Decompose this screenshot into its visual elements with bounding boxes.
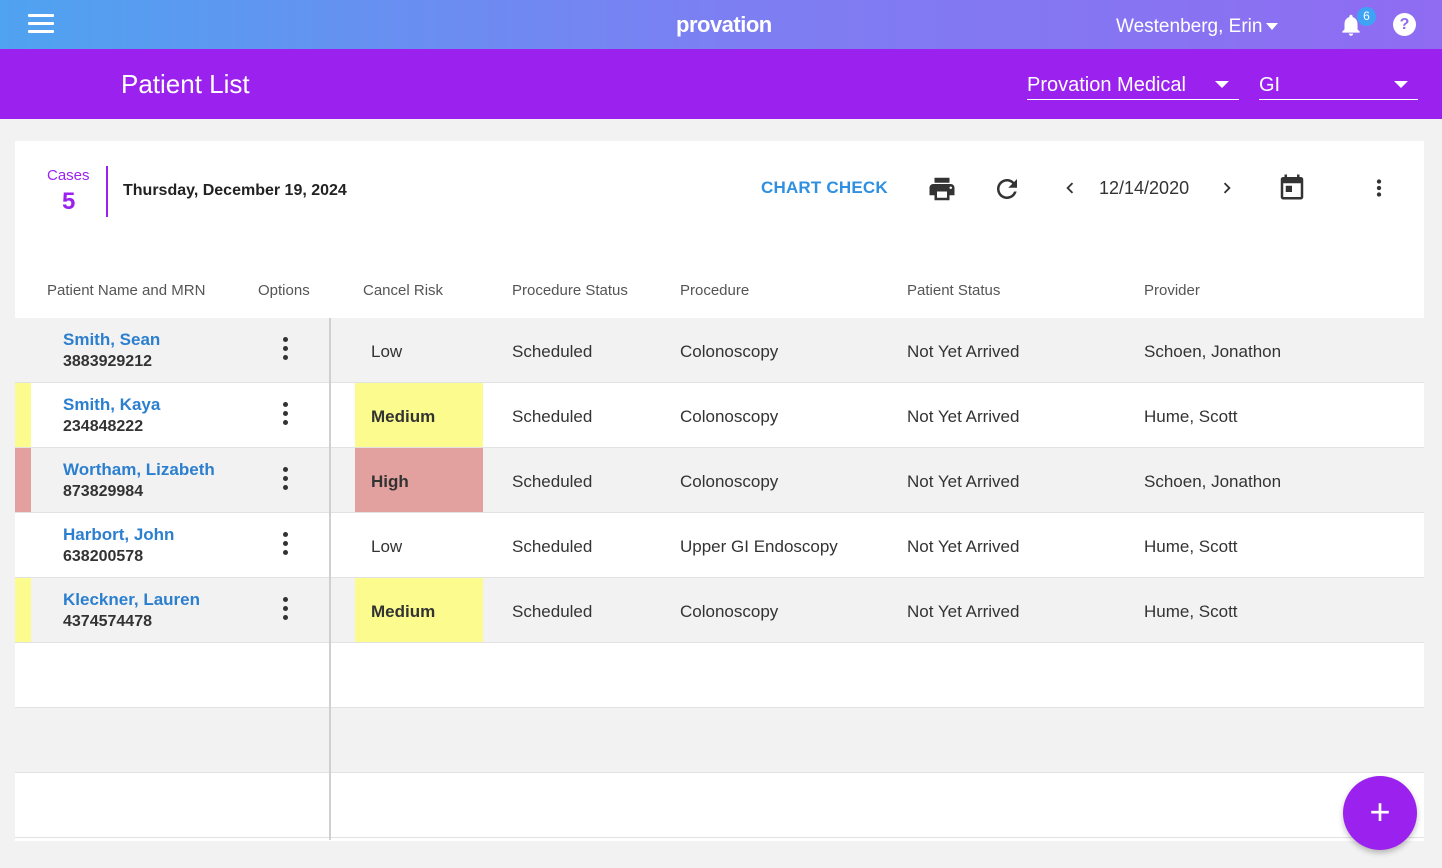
more-vertical-icon[interactable] — [1366, 174, 1392, 202]
selected-date: 12/14/2020 — [1099, 178, 1190, 198]
calendar-icon[interactable] — [1277, 172, 1307, 202]
cancel-risk-value: Low — [371, 342, 403, 361]
table-row[interactable]: Kleckner, Lauren 4374574478 Medium Sched… — [15, 578, 1424, 643]
empty-row — [15, 643, 1424, 708]
page-header: Patient List Provation Medical GI — [0, 49, 1442, 119]
cancel-risk-value: High — [371, 472, 409, 491]
header-procedure-status[interactable]: Procedure Status — [512, 282, 628, 299]
procedure-status: Scheduled — [512, 472, 593, 491]
row-options-icon[interactable] — [277, 597, 293, 623]
department-select-value: GI — [1259, 74, 1281, 96]
procedure: Colonoscopy — [680, 602, 779, 621]
procedure: Upper GI Endoscopy — [680, 537, 838, 556]
table-row[interactable]: Wortham, Lizabeth 873829984 High Schedul… — [15, 448, 1424, 513]
patient-status: Not Yet Arrived — [907, 472, 1020, 491]
procedure: Colonoscopy — [680, 472, 779, 491]
table-row[interactable]: Smith, Sean 3883929212 Low Scheduled Col… — [15, 318, 1424, 383]
procedure-status: Scheduled — [512, 407, 593, 426]
row-options-icon[interactable] — [277, 402, 293, 428]
cases-label: Cases — [47, 167, 90, 184]
add-case-button[interactable]: + — [1343, 776, 1417, 850]
patient-status: Not Yet Arrived — [907, 602, 1020, 621]
patient-mrn: 3883929212 — [63, 353, 152, 370]
header-patient-status[interactable]: Patient Status — [907, 282, 1001, 299]
patient-list-card: Cases 5 Thursday, December 19, 2024 CHAR… — [15, 141, 1424, 841]
divider — [106, 166, 108, 217]
cancel-risk-value: Low — [371, 537, 403, 556]
page-title: Patient List — [121, 69, 250, 99]
procedure-status: Scheduled — [512, 342, 593, 361]
provider: Schoen, Jonathon — [1144, 342, 1282, 361]
menu-icon[interactable] — [28, 14, 54, 34]
chart-check-button[interactable]: CHART CHECK — [761, 178, 888, 197]
provider: Hume, Scott — [1144, 602, 1238, 621]
provider: Schoen, Jonathon — [1144, 472, 1282, 491]
refresh-icon[interactable] — [992, 174, 1022, 204]
user-menu[interactable]: Westenberg, Erin — [1116, 16, 1279, 38]
help-icon[interactable]: ? — [1393, 13, 1416, 36]
procedure-status: Scheduled — [512, 602, 593, 621]
cancel-risk-cell: Low — [355, 318, 483, 382]
empty-row — [15, 708, 1424, 773]
header-options: Options — [258, 282, 310, 299]
table-row[interactable]: Harbort, John 638200578 Low Scheduled Up… — [15, 513, 1424, 578]
procedure-status: Scheduled — [512, 537, 593, 556]
caret-down-icon — [1266, 23, 1279, 31]
row-options-icon[interactable] — [277, 467, 293, 493]
header-patient-name[interactable]: Patient Name and MRN — [47, 282, 206, 299]
header-provider[interactable]: Provider — [1144, 282, 1200, 299]
cancel-risk-cell: High — [355, 448, 483, 512]
provider: Hume, Scott — [1144, 537, 1238, 556]
patient-status: Not Yet Arrived — [907, 342, 1020, 361]
empty-row — [15, 773, 1424, 838]
risk-flag — [15, 578, 31, 642]
row-options-icon[interactable] — [277, 337, 293, 363]
header-cancel-risk[interactable]: Cancel Risk — [363, 282, 444, 299]
header-procedure[interactable]: Procedure — [680, 282, 750, 299]
patient-mrn: 638200578 — [63, 548, 144, 565]
top-bar: provation Westenberg, Erin 6 ? — [0, 0, 1442, 49]
user-name: Westenberg, Erin — [1116, 16, 1263, 37]
patient-name-link[interactable]: Wortham, Lizabeth — [63, 460, 215, 479]
cancel-risk-value: Medium — [371, 602, 436, 621]
bell-icon[interactable] — [1338, 11, 1364, 39]
procedure: Colonoscopy — [680, 342, 779, 361]
risk-flag — [15, 383, 31, 447]
cancel-risk-cell: Medium — [355, 383, 483, 447]
patient-name-link[interactable]: Smith, Sean — [63, 330, 161, 349]
print-icon[interactable] — [925, 174, 959, 204]
cancel-risk-value: Medium — [371, 407, 436, 426]
frozen-column-divider — [329, 318, 331, 840]
current-date: Thursday, December 19, 2024 — [123, 182, 347, 199]
patient-name-link[interactable]: Smith, Kaya — [63, 395, 161, 414]
row-options-icon[interactable] — [277, 532, 293, 558]
table-row[interactable]: Smith, Kaya 234848222 Medium Scheduled C… — [15, 383, 1424, 448]
cancel-risk-cell: Low — [355, 513, 483, 577]
procedure: Colonoscopy — [680, 407, 779, 426]
dropdown-arrow-icon — [1394, 81, 1408, 88]
patient-name-link[interactable]: Kleckner, Lauren — [63, 590, 201, 609]
patient-mrn: 234848222 — [63, 418, 144, 435]
patient-status: Not Yet Arrived — [907, 537, 1020, 556]
dropdown-arrow-icon — [1215, 81, 1229, 88]
patient-mrn: 4374574478 — [63, 613, 152, 630]
cases-count: 5 — [62, 188, 76, 215]
provider: Hume, Scott — [1144, 407, 1238, 426]
cancel-risk-cell: Medium — [355, 578, 483, 642]
patient-mrn: 873829984 — [63, 483, 144, 500]
provation-logo: provation — [676, 12, 772, 37]
patient-name-link[interactable]: Harbort, John — [63, 525, 175, 544]
organization-select-value: Provation Medical — [1027, 74, 1186, 96]
notification-badge: 6 — [1357, 7, 1376, 26]
chevron-right-icon[interactable] — [1216, 177, 1238, 199]
patient-status: Not Yet Arrived — [907, 407, 1020, 426]
department-select[interactable]: GI — [1259, 74, 1418, 100]
organization-select[interactable]: Provation Medical — [1027, 74, 1239, 100]
chevron-left-icon[interactable] — [1059, 177, 1081, 199]
risk-flag — [15, 448, 31, 512]
